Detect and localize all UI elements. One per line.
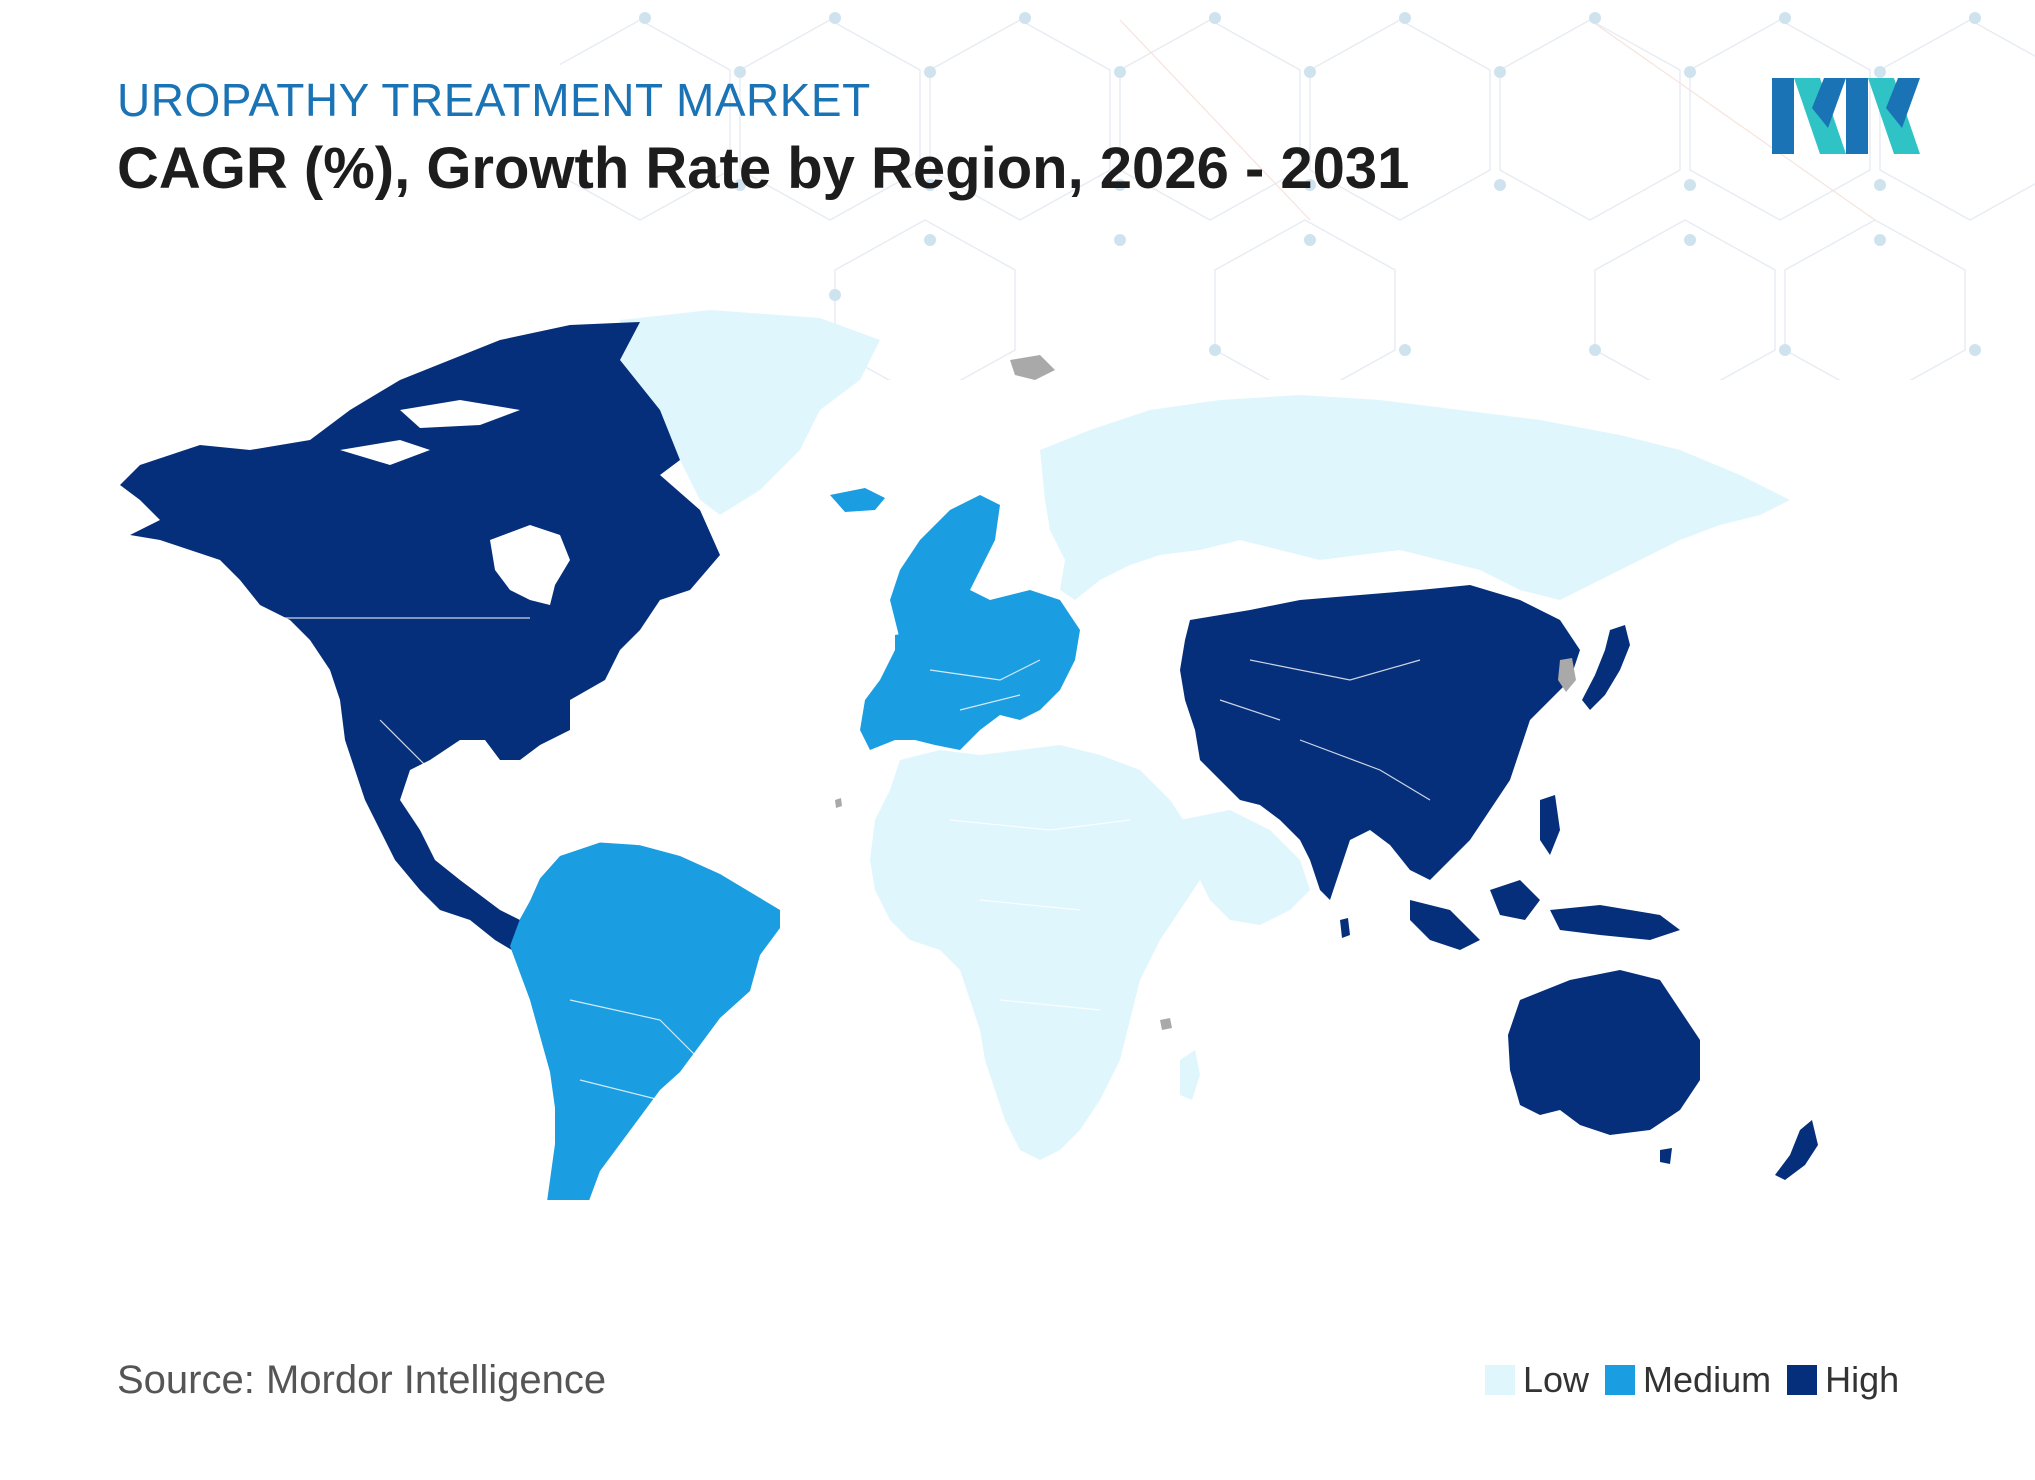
- background-network-pattern: [560, 12, 2035, 380]
- legend-label-medium: Medium: [1643, 1359, 1772, 1400]
- hudson-bay: [490, 525, 570, 605]
- region-tasmania: [1660, 1148, 1672, 1164]
- legend-item-low: Low: [1485, 1358, 1589, 1402]
- region-southeast-asia: [1410, 900, 1480, 950]
- region-south-america: [510, 842, 780, 1200]
- arctic-channel: [400, 400, 520, 428]
- region-southeast-asia: [1490, 880, 1540, 920]
- region-middle-east-africa: [870, 745, 1210, 1160]
- world-map: [120, 310, 1818, 1200]
- region-iceland: [830, 488, 885, 512]
- legend-swatch-high: [1787, 1365, 1818, 1395]
- region-russia: [1040, 395, 1790, 600]
- region-greenland: [620, 310, 880, 515]
- region-ireland: [895, 633, 908, 652]
- legend-label-high: High: [1825, 1359, 1900, 1400]
- map-legend: Low Medium High: [1485, 1358, 1899, 1402]
- region-sri-lanka: [1340, 918, 1350, 938]
- country-borders: [250, 617, 1431, 1200]
- region-arabia: [1180, 810, 1310, 925]
- legend-item-medium: Medium: [1605, 1358, 1771, 1402]
- region-madagascar: [1180, 1050, 1200, 1100]
- region-korea: [1558, 658, 1576, 692]
- region-australia: [1508, 970, 1700, 1135]
- legend-label-low: Low: [1523, 1359, 1590, 1400]
- region-no-data-island: [835, 798, 842, 808]
- region-japan: [1582, 625, 1630, 710]
- region-europe: [860, 495, 1080, 750]
- region-no-data-island: [1160, 1018, 1172, 1030]
- region-svalbard: [1010, 355, 1055, 380]
- market-subtitle: UROPATHY TREATMENT MARKET: [117, 74, 871, 126]
- region-indonesia: [1550, 905, 1680, 940]
- legend-swatch-medium: [1605, 1365, 1636, 1395]
- chart-title: CAGR (%), Growth Rate by Region, 2026 - …: [117, 136, 1410, 201]
- mordor-intelligence-logo: [1772, 78, 1920, 154]
- region-new-zealand: [1775, 1120, 1818, 1180]
- source-note: Source: Mordor Intelligence: [117, 1358, 607, 1402]
- legend-swatch-low: [1485, 1365, 1515, 1395]
- legend-item-high: High: [1787, 1358, 1899, 1402]
- arctic-channel: [340, 440, 430, 465]
- region-philippines: [1540, 795, 1560, 855]
- region-north-america: [120, 322, 720, 970]
- region-uk: [908, 620, 935, 665]
- region-asia-pacific: [1180, 585, 1580, 900]
- chart-header: UROPATHY TREATMENT MARKET CAGR (%), Grow…: [117, 72, 1409, 204]
